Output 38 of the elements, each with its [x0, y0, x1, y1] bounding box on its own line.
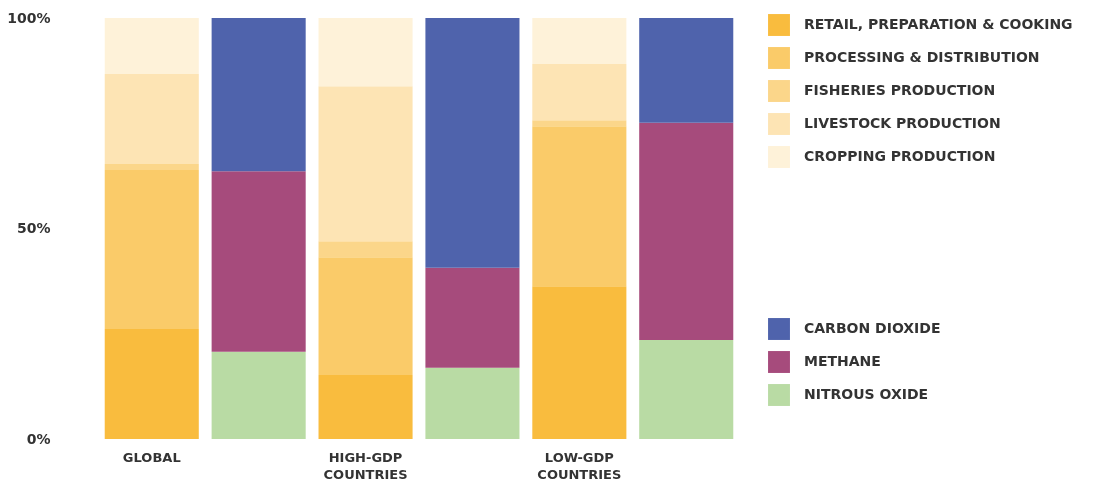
- bar: [318, 241, 413, 258]
- bar: [211, 351, 306, 439]
- bar: [104, 73, 199, 165]
- bar: [639, 18, 734, 123]
- bar: [532, 18, 627, 64]
- bar: [532, 126, 627, 287]
- x-tick-label: LOW-GDP COUNTRIES: [537, 449, 622, 482]
- bar: [211, 18, 306, 172]
- bar: [639, 122, 734, 341]
- y-tick-label: 50%: [16, 220, 51, 236]
- bar: [104, 164, 199, 170]
- bar: [425, 267, 520, 368]
- bar: [318, 18, 413, 87]
- bar: [532, 63, 627, 121]
- bar: [104, 329, 199, 439]
- bar: [318, 375, 413, 439]
- bar: [104, 169, 199, 330]
- legend-label: CARBON DIOXIDE: [804, 320, 941, 336]
- legend-label: CROPPING PRODUCTION: [804, 148, 996, 164]
- legend-label: NITROUS OXIDE: [804, 386, 929, 402]
- legend-label: METHANE: [804, 353, 881, 369]
- bar: [532, 286, 627, 439]
- bar: [211, 171, 306, 352]
- bar: [425, 18, 520, 268]
- x-tick-label: HIGH-GDP COUNTRIES: [323, 449, 408, 482]
- bar: [104, 18, 199, 74]
- legend-label: FISHERIES PRODUCTION: [804, 82, 996, 98]
- bar: [639, 340, 734, 439]
- bar: [318, 257, 413, 376]
- legend-label: PROCESSING & DISTRIBUTION: [804, 49, 1040, 65]
- bar: [318, 86, 413, 242]
- y-tick-label: 100%: [7, 9, 51, 26]
- legend-label: LIVESTOCK PRODUCTION: [804, 115, 1001, 131]
- bar: [532, 120, 627, 127]
- x-tick-label: GLOBAL: [122, 449, 181, 465]
- y-tick-label: 0%: [26, 430, 51, 447]
- bar: [425, 367, 520, 439]
- legend-label: RETAIL, PREPARATION & COOKING: [804, 16, 1073, 32]
